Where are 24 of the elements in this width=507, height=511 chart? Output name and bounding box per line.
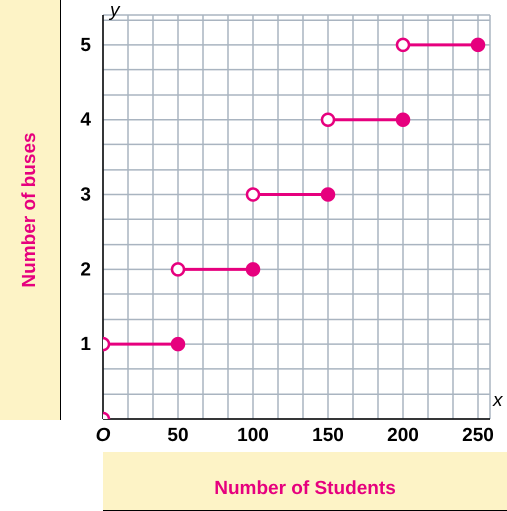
x-tick-label: 150: [312, 425, 344, 446]
point: [396, 112, 410, 127]
point: [170, 336, 186, 352]
point: [170, 262, 186, 277]
x-tick-label: 100: [237, 425, 269, 446]
point: [470, 38, 486, 52]
y-tick-label: 5: [80, 34, 92, 56]
y-axis-title: Number of buses: [19, 132, 41, 288]
point: [246, 187, 260, 202]
x-tick-label: O: [96, 425, 111, 446]
y-tick-label: 4: [80, 110, 92, 131]
text: x: [493, 390, 502, 412]
point: [396, 38, 410, 52]
x-tick-label: 200: [387, 425, 419, 446]
point: [320, 187, 336, 202]
x-axis-title: Number of Students: [213, 478, 397, 500]
point: [320, 112, 336, 127]
y-tick-label: 2: [80, 259, 91, 280]
y-tick-label: 3: [80, 184, 91, 206]
y-tick-label: 1: [80, 334, 92, 356]
x-tick-label: 50: [167, 425, 189, 446]
x-tick-label: 250: [462, 425, 494, 446]
annotation: y: [110, 0, 120, 22]
point: [246, 262, 260, 277]
